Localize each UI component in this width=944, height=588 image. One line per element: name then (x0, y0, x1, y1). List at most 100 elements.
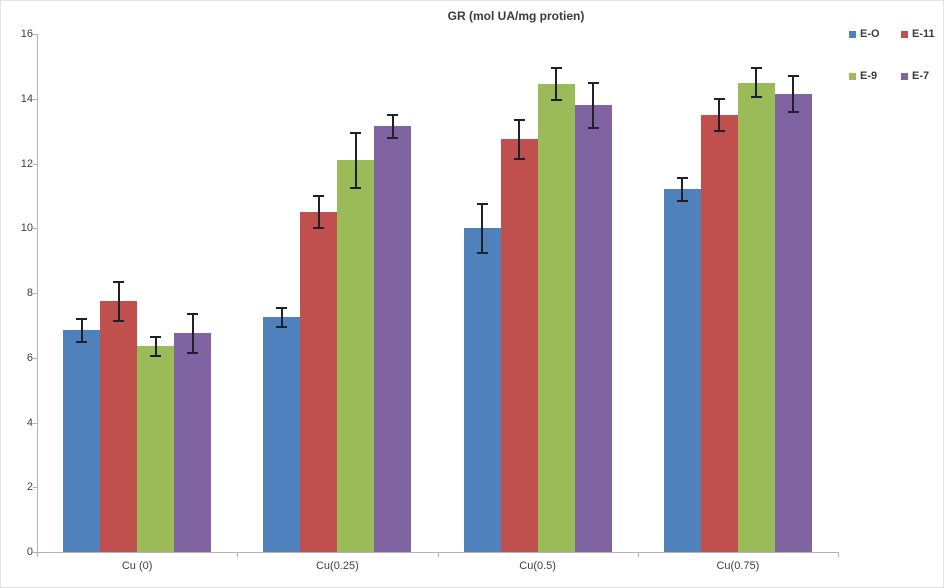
error-bar-cap-top (550, 66, 562, 69)
y-axis-line (37, 34, 38, 552)
legend-marker-icon (849, 72, 856, 80)
error-bar (792, 76, 795, 112)
legend-marker-icon (901, 30, 908, 38)
error-bar-cap-bottom (713, 130, 725, 133)
y-axis-tick (33, 487, 37, 489)
x-tick-label: Cu(0.25) (315, 560, 359, 572)
error-bar (191, 314, 194, 353)
error-bar-cap-top (387, 113, 399, 116)
bar (537, 84, 575, 552)
error-bar (592, 82, 595, 128)
error-bar-cap-top (513, 118, 525, 121)
chart-title: GR (mol UA/mg protien) (447, 9, 585, 23)
y-axis-tick (33, 34, 37, 35)
y-tick-label: 4 (26, 416, 33, 429)
error-bar-cap-bottom (313, 227, 325, 230)
legend-item: E-11 (901, 28, 935, 40)
error-bar (317, 195, 320, 229)
legend-label: E-O (860, 28, 880, 40)
x-tick-label: Cu(0.5) (519, 560, 556, 572)
bar (63, 330, 101, 552)
error-bar (354, 132, 357, 188)
legend-item: E-O (849, 28, 880, 40)
y-tick-label: 8 (26, 287, 33, 299)
chart-legend: E-O E-11 E-9 E-7 (841, 23, 941, 93)
x-axis-tick (37, 553, 38, 557)
x-tick-label: Cu(0.75) (716, 560, 760, 572)
bar (463, 228, 501, 552)
legend-marker-icon (849, 30, 856, 38)
error-bar-cap-bottom (513, 157, 525, 160)
error-bar (481, 203, 484, 253)
x-tick-label: Cu (0) (121, 560, 153, 572)
error-bar-cap-bottom (113, 319, 125, 322)
error-bar (80, 318, 83, 342)
error-bar (391, 114, 394, 138)
y-tick-label: 12 (20, 157, 33, 170)
error-bar-cap-bottom (76, 340, 88, 343)
bar (663, 189, 701, 552)
bar (263, 317, 301, 552)
legend-label: E-9 (860, 70, 878, 82)
legend-marker-icon (901, 72, 908, 80)
error-bar (755, 67, 758, 98)
error-bar-cap-top (313, 194, 325, 197)
error-bar (681, 178, 684, 201)
x-axis-tick (637, 553, 639, 557)
y-axis-tick (33, 163, 37, 165)
y-tick-label: 10 (20, 222, 33, 235)
bar (700, 114, 738, 552)
error-bar-cap-bottom (550, 99, 562, 102)
y-tick-label: 6 (26, 351, 33, 364)
y-axis-tick (33, 552, 37, 553)
error-bar-cap-bottom (587, 126, 599, 129)
y-axis-tick (33, 293, 37, 294)
error-bar (555, 67, 558, 101)
error-bar-cap-bottom (787, 110, 799, 113)
x-axis-line (37, 552, 839, 553)
error-bar (154, 336, 157, 357)
bar (174, 333, 212, 552)
error-bar-cap-bottom (750, 96, 762, 99)
y-tick-label: 14 (20, 92, 33, 105)
bar (374, 126, 412, 552)
error-bar (117, 281, 120, 321)
bar (300, 212, 338, 552)
y-tick-label: 2 (26, 481, 33, 494)
legend-label: E-11 (912, 28, 935, 40)
y-tick-label: 0 (26, 546, 33, 558)
error-bar-cap-bottom (276, 325, 288, 328)
y-axis-tick (33, 228, 37, 230)
error-bar-cap-top (187, 313, 199, 316)
bar (774, 93, 812, 552)
bar (337, 160, 375, 552)
error-bar-cap-top (350, 131, 362, 134)
error-bar-cap-top (476, 202, 488, 205)
error-bar (718, 98, 721, 132)
y-axis-tick (33, 357, 37, 359)
error-bar-cap-bottom (350, 186, 362, 189)
legend-label: E-7 (912, 70, 930, 82)
y-axis-tick (33, 98, 37, 100)
x-axis-tick (437, 553, 439, 557)
error-bar-cap-bottom (676, 199, 688, 202)
y-tick-label: 16 (20, 28, 33, 40)
error-bar-cap-top (713, 97, 725, 100)
error-bar-cap-bottom (387, 136, 399, 139)
error-bar-cap-bottom (476, 251, 488, 254)
bar (500, 139, 538, 552)
bar (137, 346, 175, 552)
y-axis-tick (33, 422, 37, 424)
error-bar-cap-bottom (150, 355, 162, 358)
x-axis-tick (838, 553, 839, 557)
error-bar-cap-top (676, 177, 688, 180)
error-bar-cap-top (750, 66, 762, 69)
error-bar (280, 307, 283, 327)
error-bar-cap-top (276, 306, 288, 309)
error-bar-cap-top (150, 335, 162, 338)
x-axis-tick (237, 553, 239, 557)
error-bar-cap-top (787, 75, 799, 78)
bar (100, 301, 138, 552)
bar (737, 82, 775, 552)
